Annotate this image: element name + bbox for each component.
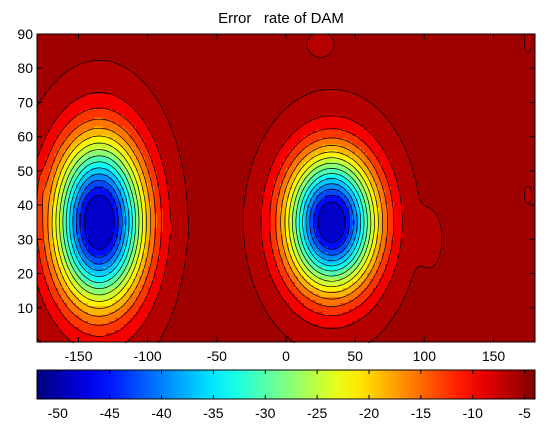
colorbar-tick-label: -15 bbox=[411, 405, 431, 421]
y-tick-label: 80 bbox=[17, 60, 33, 76]
y-tick-label: 20 bbox=[17, 266, 33, 282]
x-tick-label: 100 bbox=[413, 348, 437, 364]
contour-line bbox=[47, 127, 384, 317]
contour-line bbox=[62, 155, 368, 290]
contour-line bbox=[55, 142, 375, 302]
x-tick-label: -150 bbox=[64, 348, 92, 364]
colorbar-gradient bbox=[36, 369, 536, 400]
x-tick-label: -50 bbox=[207, 348, 227, 364]
y-tick-label: 50 bbox=[17, 163, 33, 179]
y-tick-label: 40 bbox=[17, 197, 33, 213]
colorbar-tick-label: -5 bbox=[518, 405, 531, 421]
y-tick-label: 60 bbox=[17, 129, 33, 145]
contour-line bbox=[59, 149, 372, 296]
colorbar-tick-label: -10 bbox=[463, 405, 483, 421]
colorbar-tick-label: -35 bbox=[203, 405, 223, 421]
contour-lines bbox=[36, 33, 533, 344]
y-tick-label: 90 bbox=[17, 26, 33, 42]
x-tick-label: -100 bbox=[134, 348, 162, 364]
x-tick-label: 0 bbox=[282, 348, 290, 364]
y-tick-label: 70 bbox=[17, 94, 33, 110]
contour-line bbox=[69, 167, 362, 277]
contour-line bbox=[72, 173, 358, 271]
contour-line bbox=[84, 194, 346, 250]
contour-line bbox=[79, 186, 351, 258]
contour-line bbox=[42, 118, 388, 326]
colorbar: -50 -45 -40 -35 -30 -25 -20 -15 -10 -5 bbox=[36, 369, 536, 421]
contour-line bbox=[75, 179, 354, 265]
x-tick-label: 150 bbox=[482, 348, 506, 364]
y-tick-label: 30 bbox=[17, 231, 33, 247]
contour-line bbox=[36, 92, 403, 344]
colorbar-tick-label: -40 bbox=[151, 405, 171, 421]
contour-line bbox=[36, 107, 395, 337]
contour-line bbox=[36, 33, 533, 344]
contour-line bbox=[65, 161, 365, 283]
colorbar-tick-label: -50 bbox=[48, 405, 68, 421]
colorbar-tick-label: -20 bbox=[359, 405, 379, 421]
colorbar-tick-label: -30 bbox=[255, 405, 275, 421]
colorbar-tick-label: -25 bbox=[307, 405, 327, 421]
y-tick-label: 10 bbox=[17, 300, 33, 316]
chart-title: Error rate of DAM bbox=[218, 10, 344, 27]
plot-area: -150 -100 -50 0 50 100 150 10 20 30 40 50 60 70 80 90 bbox=[17, 26, 536, 364]
contour-line bbox=[51, 135, 379, 309]
colorbar-tick-label: -45 bbox=[100, 405, 120, 421]
x-tick-label: 50 bbox=[347, 348, 363, 364]
